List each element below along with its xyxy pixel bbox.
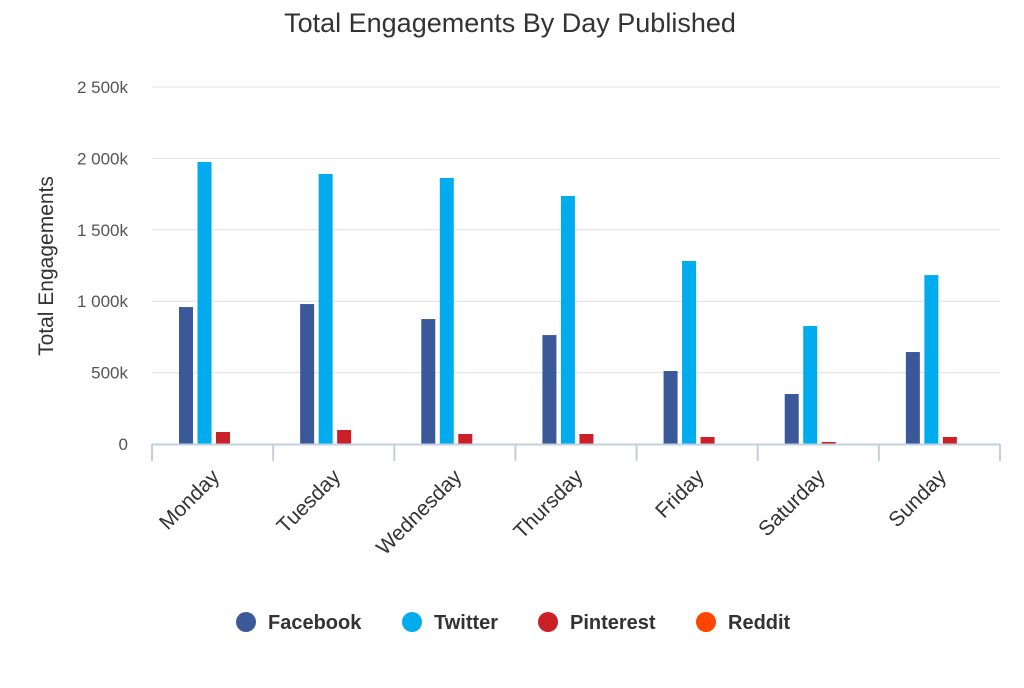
x-tick-label: Friday: [651, 465, 709, 523]
legend-marker: [402, 612, 422, 632]
x-tick-label: Monday: [155, 465, 224, 534]
x-tick-label: Wednesday: [372, 465, 467, 560]
legend-label: Twitter: [434, 612, 498, 634]
bar-facebook-monday[interactable]: [179, 307, 193, 444]
bar-facebook-sunday[interactable]: [905, 352, 920, 444]
bar-twitter-wednesday[interactable]: [439, 177, 454, 444]
bar-twitter-friday[interactable]: [682, 260, 697, 444]
bar-pinterest-monday[interactable]: [216, 432, 230, 444]
bar-facebook-tuesday[interactable]: [300, 304, 315, 444]
bar-twitter-sunday[interactable]: [924, 275, 939, 444]
bar-twitter-saturday[interactable]: [803, 326, 818, 444]
legend-item-twitter[interactable]: Twitter: [402, 612, 498, 634]
bar-facebook-friday[interactable]: [663, 371, 678, 444]
legend-marker: [538, 612, 558, 632]
bar-twitter-thursday[interactable]: [560, 195, 575, 444]
bar-pinterest-thursday[interactable]: [579, 434, 594, 444]
bar-facebook-saturday[interactable]: [784, 394, 799, 444]
y-tick-label: 500k: [91, 364, 128, 383]
bar-pinterest-saturday[interactable]: [821, 442, 836, 444]
bar-pinterest-friday[interactable]: [700, 437, 715, 444]
legend-label: Pinterest: [570, 612, 656, 634]
y-tick-label: 1 000k: [77, 292, 129, 311]
legend-label: Reddit: [728, 612, 791, 634]
bar-facebook-wednesday[interactable]: [421, 319, 436, 444]
y-tick-label: 0: [119, 435, 128, 454]
bar-pinterest-sunday[interactable]: [942, 437, 957, 444]
y-axis-label: Total Engagements: [35, 176, 58, 356]
chart-title: Total Engagements By Day Published: [284, 8, 736, 38]
legend-marker: [696, 612, 716, 632]
legend-item-reddit[interactable]: Reddit: [696, 612, 791, 634]
y-tick-label: 1 500k: [77, 221, 129, 240]
bar-pinterest-tuesday[interactable]: [337, 430, 352, 444]
bar-facebook-thursday[interactable]: [542, 335, 557, 444]
legend-label: Facebook: [268, 612, 362, 634]
legend-item-pinterest[interactable]: Pinterest: [538, 612, 656, 634]
legend-item-facebook[interactable]: Facebook: [236, 612, 362, 634]
y-tick-label: 2 500k: [77, 78, 129, 97]
legend-marker: [236, 612, 256, 632]
x-tick-label: Tuesday: [273, 465, 346, 538]
bar-twitter-tuesday[interactable]: [318, 173, 333, 444]
y-tick-label: 2 000k: [77, 149, 129, 168]
x-tick-label: Saturday: [754, 465, 830, 541]
x-tick-label: Thursday: [509, 465, 588, 544]
bar-twitter-monday[interactable]: [197, 161, 212, 444]
bar-pinterest-wednesday[interactable]: [458, 434, 473, 444]
x-tick-label: Sunday: [884, 465, 951, 532]
